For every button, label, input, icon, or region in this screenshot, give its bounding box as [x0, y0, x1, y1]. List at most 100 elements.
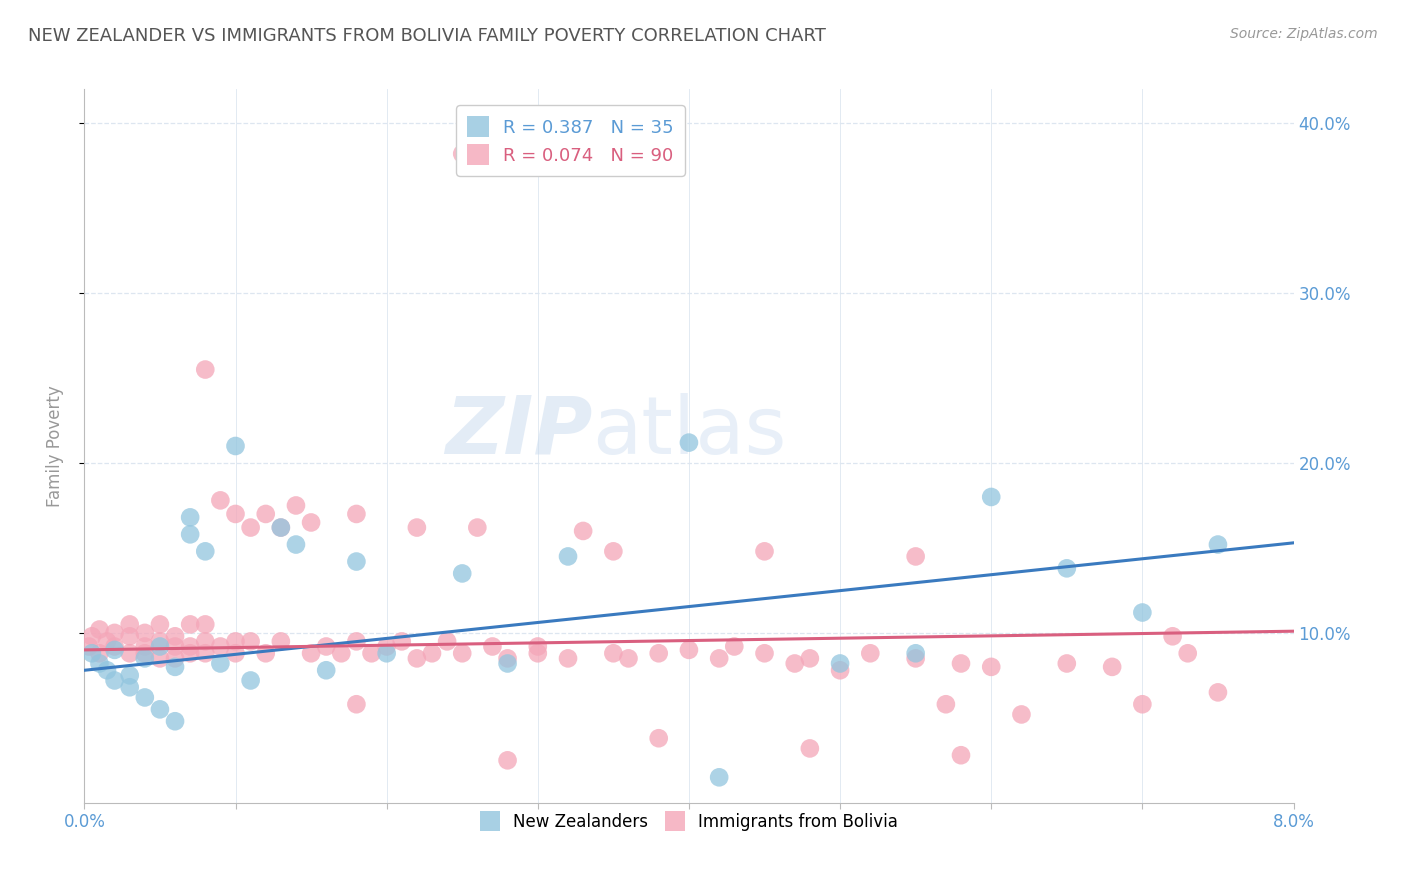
Point [104, 626, 127, 640]
Point [1056, 657, 1078, 671]
Point [315, 663, 337, 677]
Point [209, 640, 232, 654]
Point [104, 673, 127, 688]
Point [179, 527, 201, 541]
Point [194, 634, 217, 648]
Point [254, 646, 277, 660]
Text: atlas: atlas [592, 392, 786, 471]
Point [285, 499, 308, 513]
Point [496, 657, 519, 671]
Point [270, 634, 292, 648]
Point [149, 702, 172, 716]
Point [134, 646, 156, 660]
Point [149, 640, 172, 654]
Point [77, 640, 100, 654]
Point [299, 646, 322, 660]
Point [89, 623, 111, 637]
Point [80, 629, 103, 643]
Point [481, 640, 503, 654]
Point [89, 646, 111, 660]
Point [96, 634, 118, 648]
Point [80, 646, 103, 660]
Point [346, 634, 368, 648]
Point [134, 651, 156, 665]
Point [194, 544, 217, 558]
Point [194, 362, 217, 376]
Text: ZIP: ZIP [444, 392, 592, 471]
Point [950, 657, 973, 671]
Point [239, 634, 262, 648]
Point [602, 544, 624, 558]
Point [557, 651, 579, 665]
Text: NEW ZEALANDER VS IMMIGRANTS FROM BOLIVIA FAMILY POVERTY CORRELATION CHART: NEW ZEALANDER VS IMMIGRANTS FROM BOLIVIA… [28, 27, 825, 45]
Point [89, 657, 111, 671]
Point [1011, 707, 1033, 722]
Point [935, 698, 957, 712]
Point [1206, 685, 1229, 699]
Point [225, 634, 247, 648]
Point [165, 629, 187, 643]
Point [436, 634, 458, 648]
Text: Source: ZipAtlas.com: Source: ZipAtlas.com [1230, 27, 1378, 41]
Point [149, 617, 172, 632]
Point [391, 634, 413, 648]
Point [648, 731, 671, 746]
Point [709, 770, 731, 784]
Point [118, 680, 141, 694]
Point [602, 646, 624, 660]
Point [904, 549, 927, 564]
Point [1161, 629, 1184, 643]
Point [118, 617, 141, 632]
Point [617, 651, 640, 665]
Point [754, 544, 776, 558]
Point [149, 634, 172, 648]
Point [980, 490, 1002, 504]
Point [149, 651, 172, 665]
Point [104, 640, 127, 654]
Point [406, 520, 429, 534]
Point [799, 741, 821, 756]
Point [678, 643, 700, 657]
Point [375, 640, 398, 654]
Point [451, 566, 474, 581]
Point [799, 651, 821, 665]
Y-axis label: Family Poverty: Family Poverty [45, 385, 63, 507]
Point [134, 690, 156, 705]
Point [134, 640, 156, 654]
Point [496, 753, 519, 767]
Point [557, 549, 579, 564]
Point [179, 617, 201, 632]
Point [678, 435, 700, 450]
Point [1177, 646, 1199, 660]
Point [179, 646, 201, 660]
Point [165, 660, 187, 674]
Point [194, 617, 217, 632]
Point [118, 629, 141, 643]
Point [165, 640, 187, 654]
Point [709, 651, 731, 665]
Point [239, 520, 262, 534]
Point [96, 663, 118, 677]
Point [904, 646, 927, 660]
Point [1132, 606, 1154, 620]
Point [179, 510, 201, 524]
Point [225, 646, 247, 660]
Point [270, 520, 292, 534]
Point [118, 668, 141, 682]
Point [225, 507, 247, 521]
Point [859, 646, 882, 660]
Point [330, 646, 353, 660]
Point [420, 646, 443, 660]
Point [165, 651, 187, 665]
Point [830, 657, 852, 671]
Point [225, 439, 247, 453]
Point [254, 507, 277, 521]
Point [467, 520, 489, 534]
Point [346, 698, 368, 712]
Point [451, 646, 474, 660]
Point [1206, 537, 1229, 551]
Point [375, 646, 398, 660]
Point [980, 660, 1002, 674]
Point [104, 643, 127, 657]
Point [1056, 561, 1078, 575]
